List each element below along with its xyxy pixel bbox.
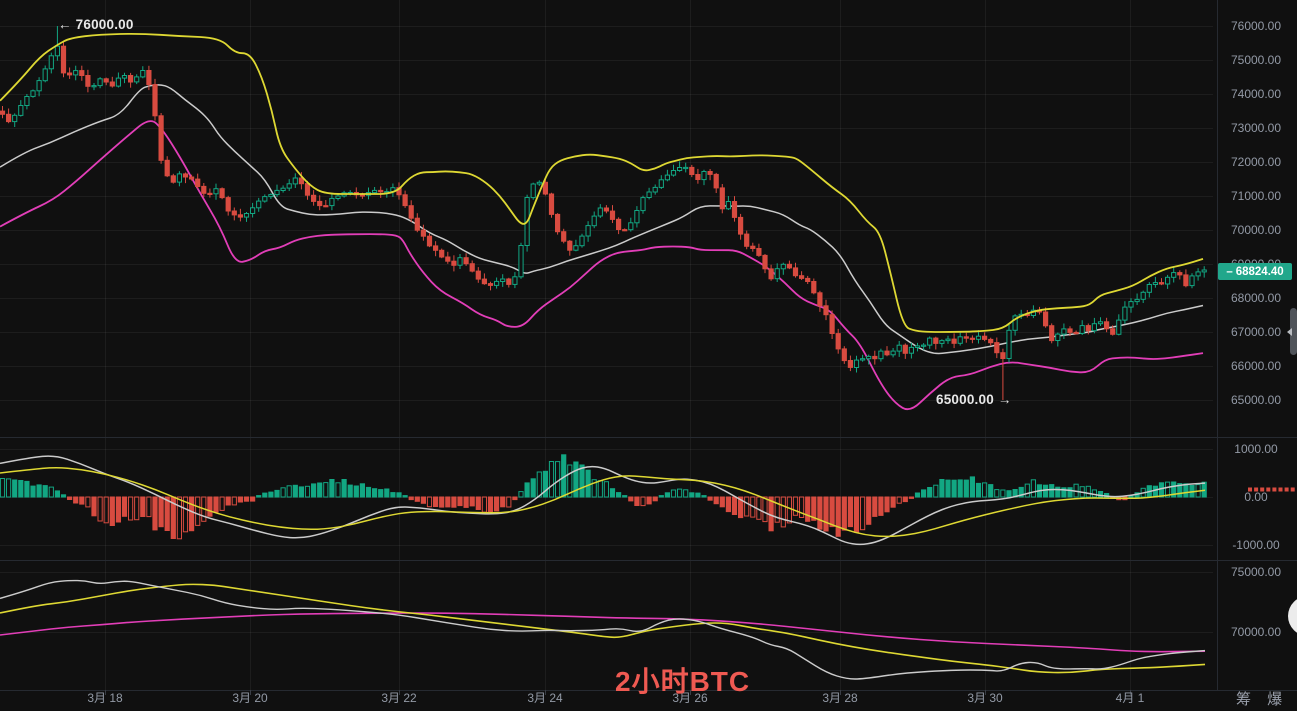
price-axis-labels: 76000.00 75000.00 74000.00 73000.00 72000.00… xyxy=(1231,19,1281,639)
svg-text:3月 22: 3月 22 xyxy=(381,691,417,705)
svg-text:75000.00: 75000.00 xyxy=(1231,565,1281,579)
svg-text:3月 18: 3月 18 xyxy=(87,691,123,705)
svg-text:3月 28: 3月 28 xyxy=(822,691,858,705)
macd-gutter-dashes xyxy=(1248,487,1295,492)
svg-text:71000.00: 71000.00 xyxy=(1231,189,1281,203)
corner-watermark: 筹 爆 xyxy=(1236,691,1289,708)
timeframe-symbol-label: 2小时BTC xyxy=(615,666,751,697)
collapse-left-arrow-icon[interactable] xyxy=(1287,328,1292,336)
svg-text:3月 26: 3月 26 xyxy=(672,691,708,705)
svg-text:0.00: 0.00 xyxy=(1244,490,1268,504)
svg-text:3月 24: 3月 24 xyxy=(527,691,563,705)
macd-panel xyxy=(0,454,1207,546)
price-line-dash: – xyxy=(1226,265,1233,278)
svg-text:75000.00: 75000.00 xyxy=(1231,53,1281,67)
time-axis-labels: 3月 18 3月 20 3月 22 3月 24 3月 26 3月 28 3月 30 4月 1 xyxy=(87,691,1144,705)
panel-separators xyxy=(0,0,1297,695)
candles xyxy=(0,26,1207,400)
floating-action-button[interactable] xyxy=(1288,596,1297,636)
svg-text:70000.00: 70000.00 xyxy=(1231,625,1281,639)
price-axis-scroll-thumb[interactable] xyxy=(1290,308,1297,355)
svg-text:-1000.00: -1000.00 xyxy=(1232,538,1280,552)
svg-text:72000.00: 72000.00 xyxy=(1231,155,1281,169)
svg-text:68000.00: 68000.00 xyxy=(1231,291,1281,305)
main-panel xyxy=(0,26,1207,411)
annotation-high-76000: ← 76000.00 xyxy=(58,17,134,32)
svg-text:66000.00: 66000.00 xyxy=(1231,359,1281,373)
last-price-tag: – 68824.40 xyxy=(1218,263,1292,280)
svg-text:65000.00: 65000.00 xyxy=(1231,393,1281,407)
ma-panel xyxy=(0,579,1206,680)
svg-text:74000.00: 74000.00 xyxy=(1231,87,1281,101)
svg-text:4月 1: 4月 1 xyxy=(1116,691,1145,705)
svg-text:73000.00: 73000.00 xyxy=(1231,121,1281,135)
svg-text:76000.00: 76000.00 xyxy=(1231,19,1281,33)
svg-text:3月 30: 3月 30 xyxy=(967,691,1003,705)
svg-text:3月 20: 3月 20 xyxy=(232,691,268,705)
last-price-value: 68824.40 xyxy=(1235,265,1284,278)
svg-text:70000.00: 70000.00 xyxy=(1231,223,1281,237)
annotation-low-65000: 65000.00 → xyxy=(936,392,1012,407)
svg-text:67000.00: 67000.00 xyxy=(1231,325,1281,339)
svg-text:1000.00: 1000.00 xyxy=(1234,442,1278,456)
gridlines xyxy=(0,0,1213,690)
